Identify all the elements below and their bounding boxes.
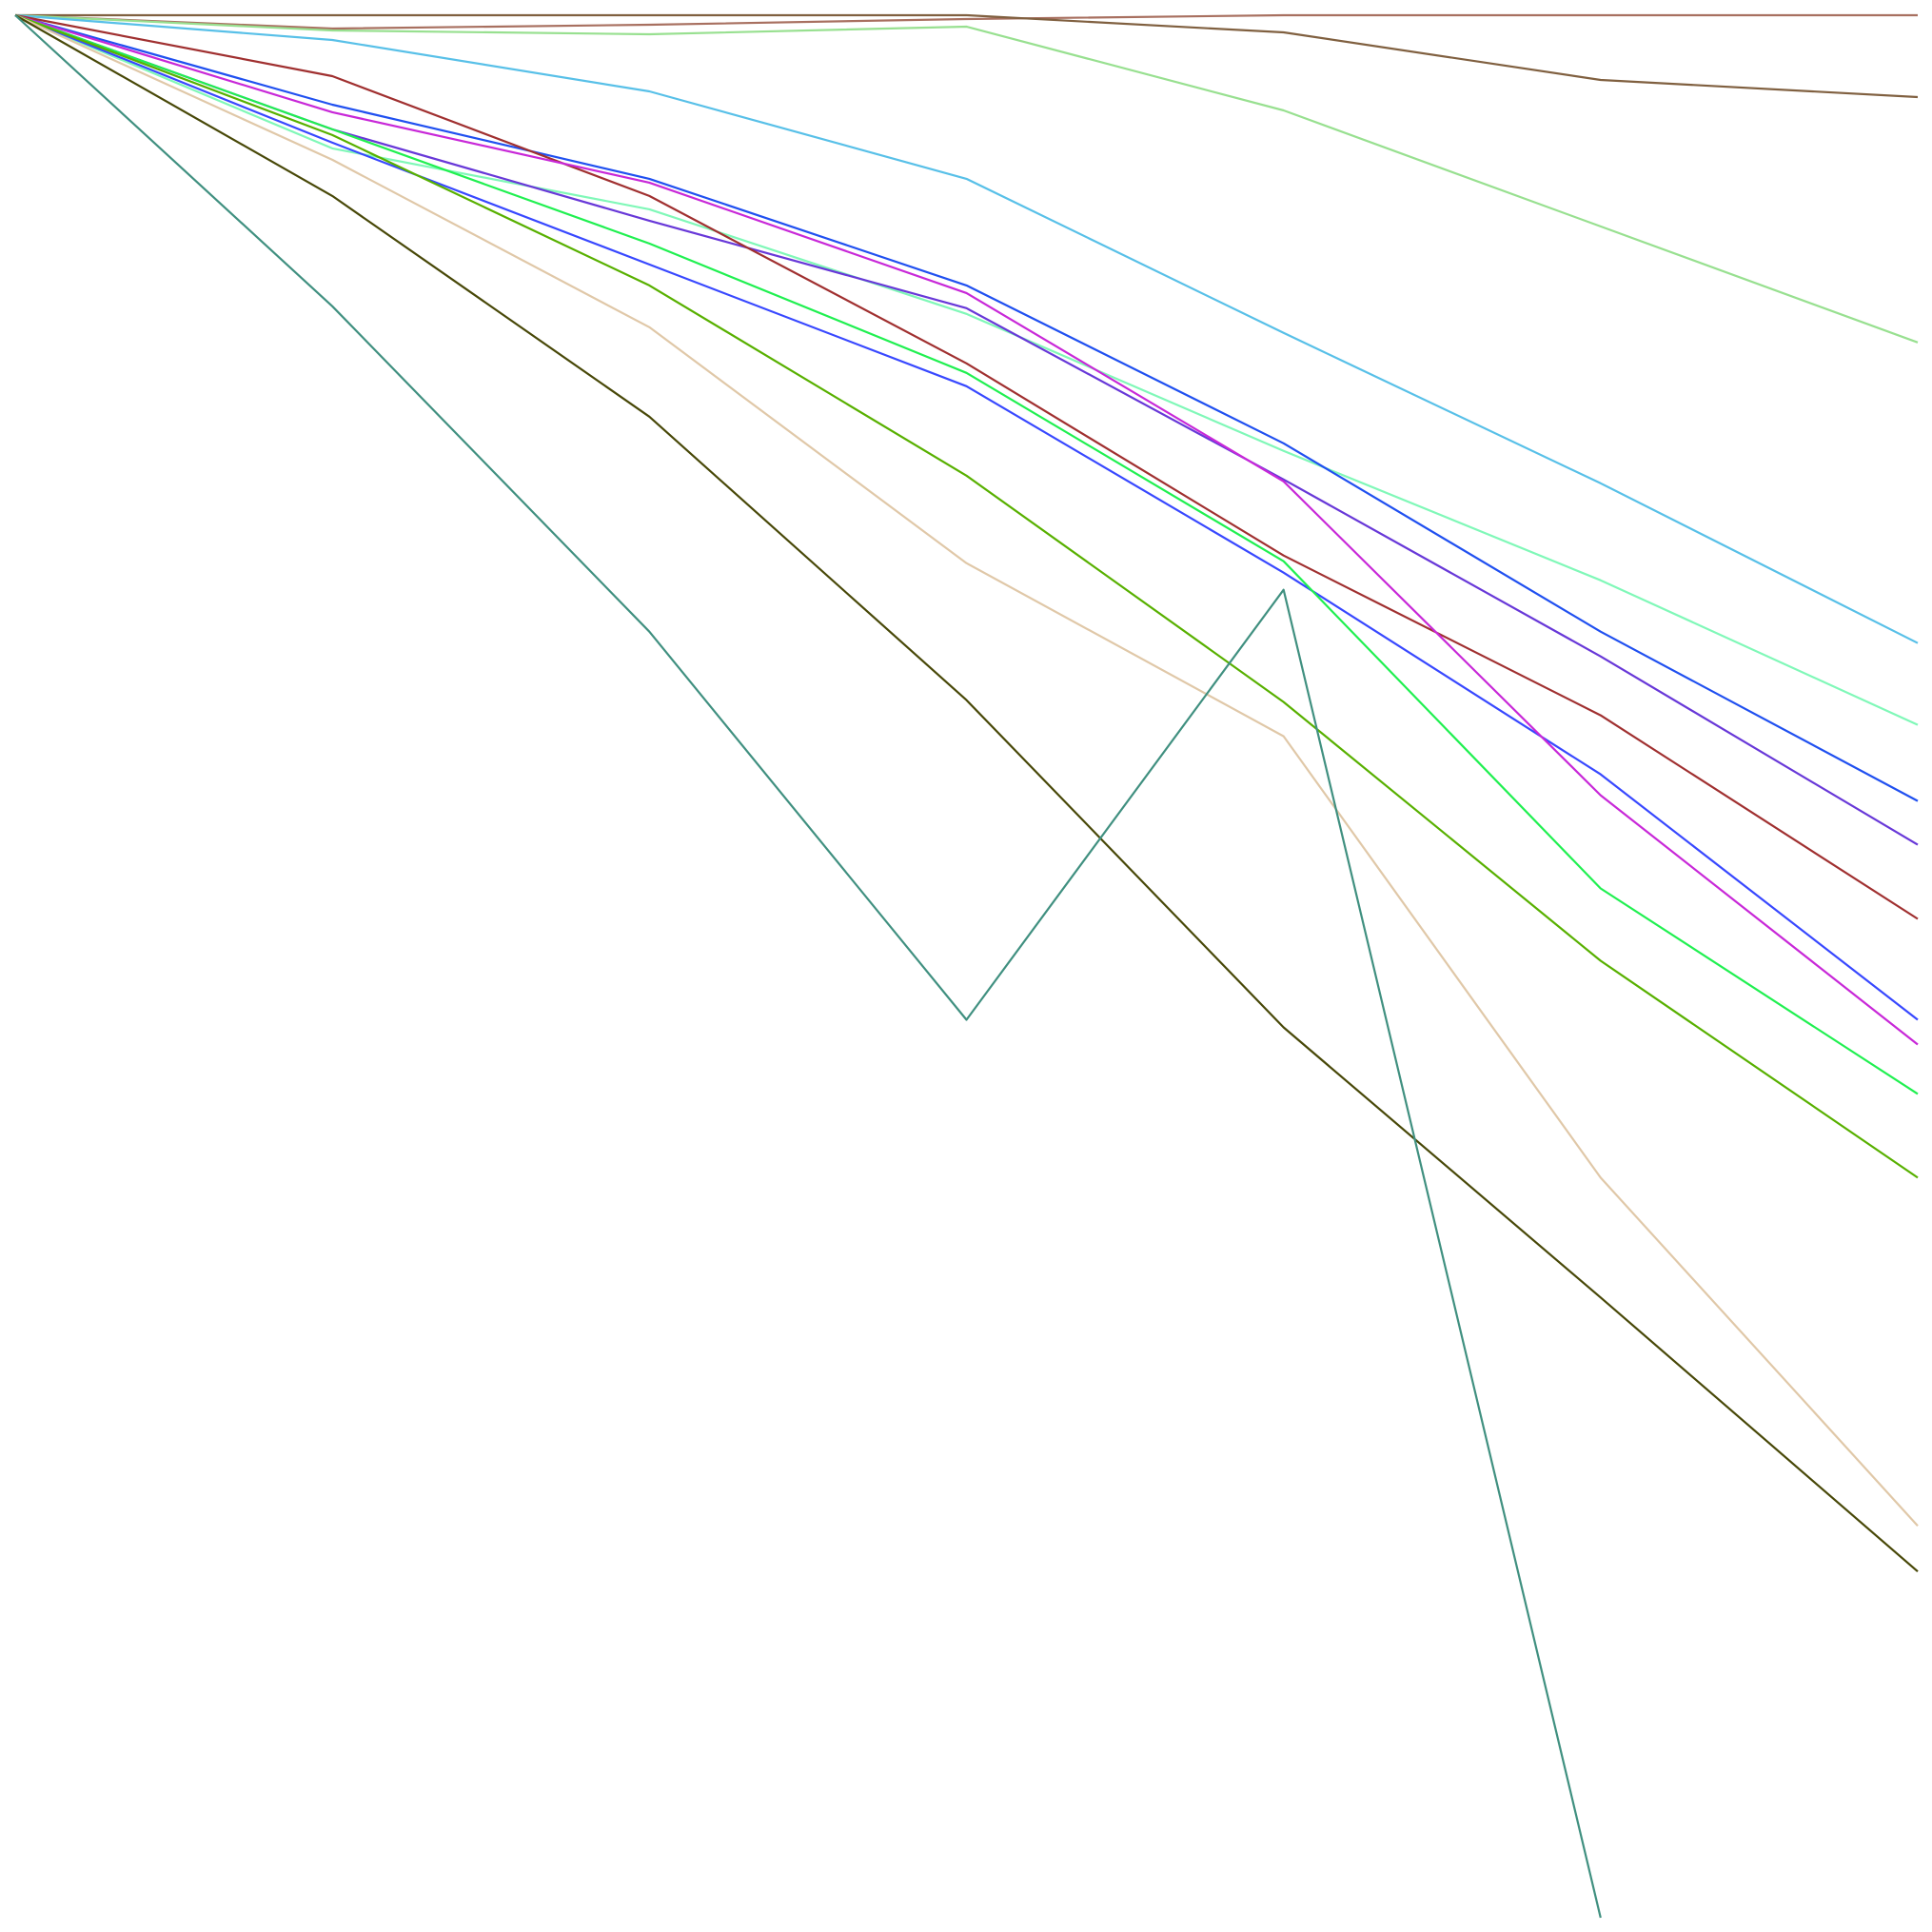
series-line-3 [14, 13, 1919, 344]
series-line-11 [14, 13, 1919, 1095]
series-line-8 [14, 13, 1919, 920]
series-line-10 [14, 13, 1919, 1046]
series-line-12 [14, 13, 1919, 1179]
series-line-7 [14, 13, 1919, 846]
series-line-2 [15, 13, 1919, 99]
series-layer [14, 13, 1919, 1919]
series-line-15 [14, 14, 1602, 1919]
series-line-6 [14, 13, 1919, 802]
series-line-13 [14, 13, 1919, 1527]
series-line-14 [14, 14, 1919, 1573]
series-line-4 [14, 13, 1919, 644]
series-line-1 [14, 13, 1918, 30]
series-line-9 [14, 13, 1919, 1021]
series-line-5 [14, 13, 1919, 726]
